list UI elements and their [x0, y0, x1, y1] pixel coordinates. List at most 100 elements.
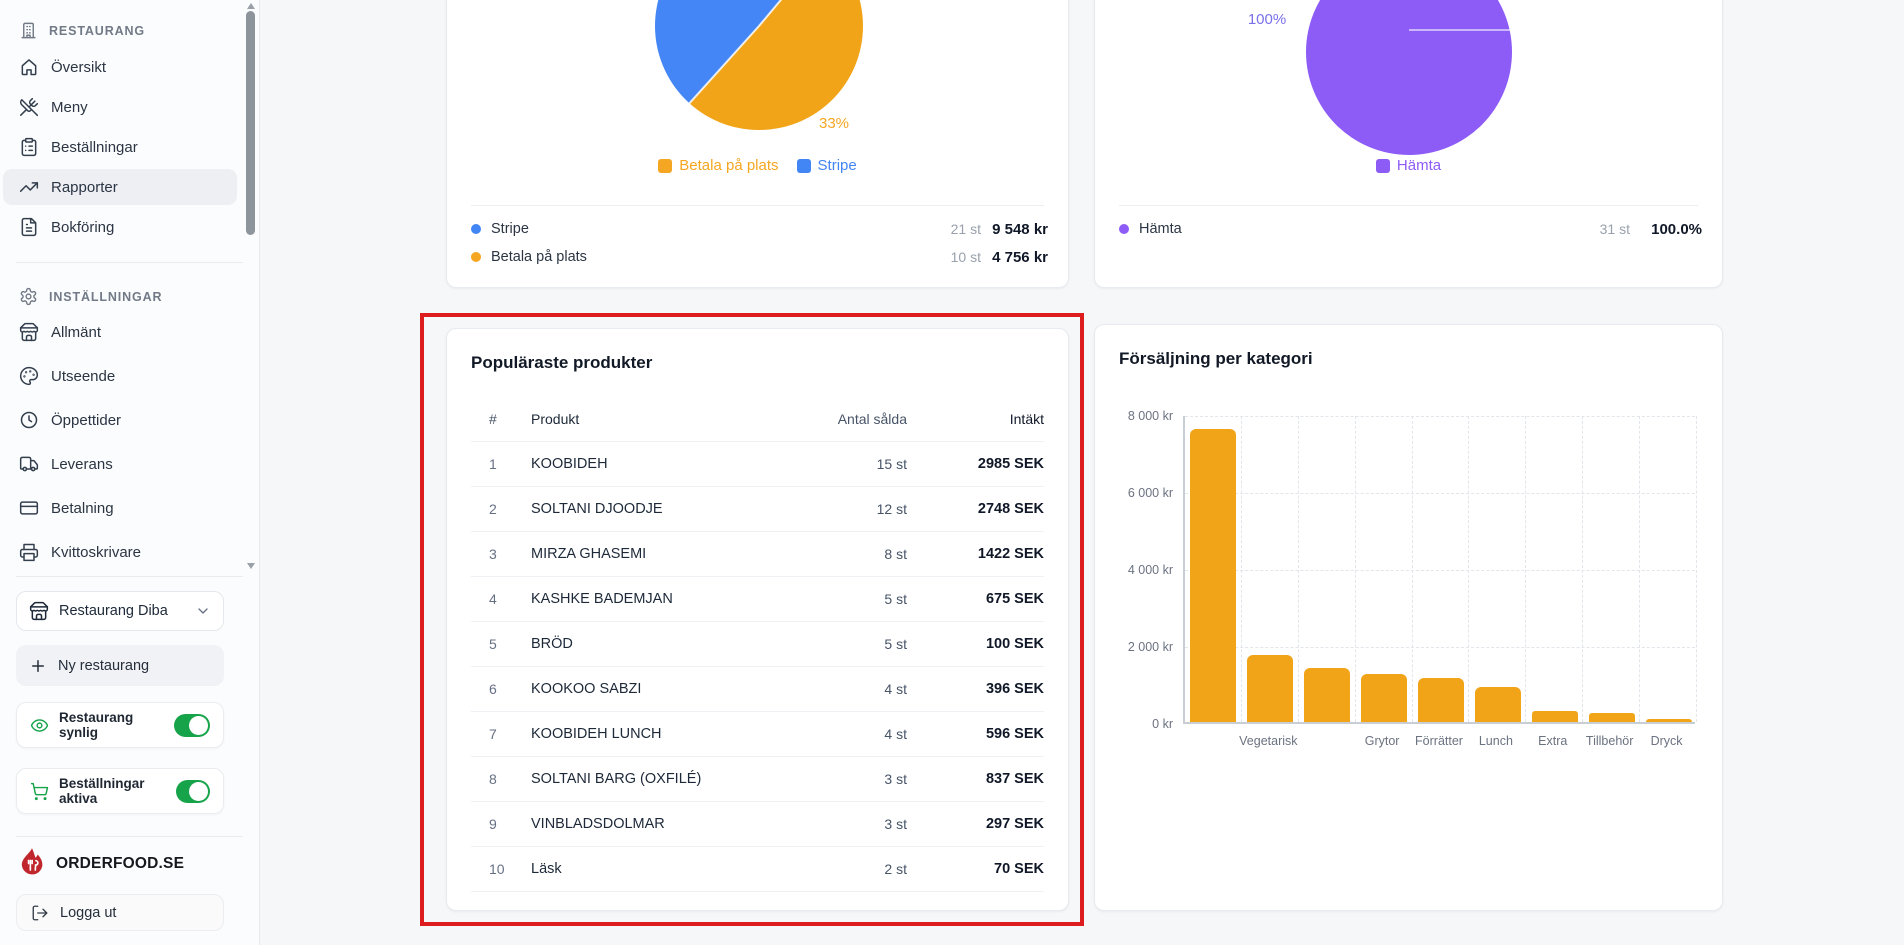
sales-by-category-bar-chart[interactable] — [1183, 416, 1697, 724]
truck-icon — [19, 454, 39, 474]
gridline-horizontal — [1185, 416, 1695, 417]
cell-rank: 3 — [489, 546, 497, 562]
gridline-vertical — [1411, 416, 1413, 722]
sidebar-item-beställningar[interactable]: Beställningar — [3, 129, 237, 165]
cell-rank: 4 — [489, 591, 497, 607]
legend-swatch — [796, 158, 811, 173]
bar-tillbehör[interactable] — [1588, 713, 1635, 722]
order-types-pie-chart[interactable] — [1306, 0, 1512, 155]
sidebar-item-bokföring[interactable]: Bokföring — [3, 209, 237, 245]
sidebar-item-översikt[interactable]: Översikt — [3, 49, 237, 85]
stat-label: Betala på plats — [491, 249, 587, 265]
sidebar-section-header: RESTAURANG — [3, 12, 237, 49]
store-icon — [19, 322, 39, 342]
sidebar-item-betalning[interactable]: Betalning — [3, 488, 237, 528]
y-axis-tick-label: 0 kr — [1152, 717, 1173, 731]
card-divider — [471, 205, 1044, 206]
order-types-card: 100% Hämta Hämta 31 st 100.0% — [1094, 0, 1723, 288]
sidebar-item-rapporter[interactable]: Rapporter — [3, 169, 237, 205]
legend-label: Betala på plats — [679, 157, 779, 174]
bar-grytor[interactable] — [1361, 673, 1408, 722]
col-header-sold: Antal sålda — [837, 411, 907, 427]
payment-methods-pie-chart[interactable] — [655, 0, 863, 130]
legend-label: Hämta — [1396, 157, 1442, 174]
stat-count: 31 st — [1599, 221, 1630, 237]
new-restaurant-button[interactable]: Ny restaurang — [16, 645, 224, 686]
gridline-vertical — [1354, 416, 1356, 722]
cell-revenue: 297 SEK — [985, 816, 1044, 832]
cell-revenue: 2748 SEK — [977, 501, 1044, 517]
cell-product: SOLTANI DJOODJE — [531, 501, 663, 517]
orders-active-toggle[interactable] — [176, 779, 210, 803]
sidebar-item-allmänt[interactable]: Allmänt — [3, 312, 237, 352]
cell-rank: 10 — [489, 861, 505, 877]
scrollbar-thumb[interactable] — [246, 11, 255, 235]
card-divider — [1119, 205, 1698, 206]
pie-slice-percent-label: 33% — [818, 115, 850, 132]
top-products-title: Populäraste produkter — [471, 353, 653, 372]
series-dot — [471, 224, 481, 234]
gridline-vertical — [1240, 416, 1242, 722]
top-products-table: # Produkt Antal sålda Intäkt 1 KOOBIDEH 15 st 2… — [471, 397, 1044, 892]
table-row: 1 KOOBIDEH 15 st 2985 SEK — [471, 442, 1044, 487]
table-row: 3 MIRZA GHASEMI 8 st 1422 SEK — [471, 532, 1044, 577]
table-row: 6 KOOKOO SABZI 4 st 396 SEK — [471, 667, 1044, 712]
flame-logo-icon — [21, 848, 43, 875]
bar-vegetarisk[interactable] — [1247, 654, 1294, 722]
bar-lunch[interactable] — [1474, 687, 1521, 722]
cell-rank: 2 — [489, 501, 497, 517]
stat-row-hämta: Hämta 31 st 100.0% — [1119, 215, 1702, 243]
cell-sold: 2 st — [884, 861, 907, 877]
logout-button[interactable]: Logga ut — [16, 894, 224, 931]
bar-extra[interactable] — [1531, 711, 1578, 722]
sidebar-item-label: Rapporter — [51, 178, 118, 196]
gridline-vertical — [1468, 416, 1470, 722]
table-row: 5 BRÖD 5 st 100 SEK — [471, 622, 1044, 667]
sidebar-item-meny[interactable]: Meny — [3, 89, 237, 125]
scrollbar-down-arrow[interactable] — [247, 563, 255, 569]
sidebar-section: RESTAURANG Översikt Meny Beställningar Rappo… — [3, 12, 237, 237]
stat-value: 100.0% — [1651, 220, 1702, 238]
stat-value: 9 548 kr — [992, 220, 1048, 238]
cell-rank: 5 — [489, 636, 497, 652]
sidebar-item-label: Översikt — [51, 58, 107, 76]
col-header-rank: # — [489, 411, 497, 427]
cell-rank: 1 — [489, 456, 497, 472]
building-icon — [19, 21, 38, 40]
sidebar-item-öppettider[interactable]: Öppettider — [3, 400, 237, 440]
bar-dryck[interactable] — [1645, 718, 1692, 722]
orders-active-label: Beställningar aktiva — [59, 776, 145, 806]
gridline-horizontal — [1185, 570, 1695, 571]
cell-sold: 8 st — [884, 546, 907, 562]
pie-slice-percent-label: 100% — [1247, 11, 1287, 28]
legend-item-stripe[interactable]: Stripe — [796, 157, 857, 174]
sidebar-item-leverans[interactable]: Leverans — [3, 444, 237, 484]
cell-revenue: 396 SEK — [985, 681, 1044, 697]
sidebar-item-utseende[interactable]: Utseende — [3, 356, 237, 396]
sidebar-divider — [16, 836, 243, 837]
bar-förrätter[interactable] — [1418, 677, 1464, 722]
sidebar-item-kvittoskrivare[interactable]: Kvittoskrivare — [3, 532, 237, 572]
legend-item-hämta[interactable]: Hämta — [1375, 157, 1442, 174]
sidebar-item-label: Bokföring — [51, 218, 115, 236]
cell-product: KASHKE BADEMJAN — [531, 591, 673, 607]
restaurant-selector[interactable]: Restaurang Diba — [16, 591, 224, 631]
gear-icon — [19, 287, 38, 306]
table-row: 10 Läsk 2 st 70 SEK — [471, 847, 1044, 892]
scrollbar-up-arrow[interactable] — [247, 3, 255, 9]
cell-revenue: 100 SEK — [985, 636, 1044, 652]
printer-icon — [19, 542, 39, 562]
legend-item-betala på plats[interactable]: Betala på plats — [658, 157, 779, 174]
bar-col1[interactable] — [1190, 429, 1237, 722]
clipboard-icon — [19, 137, 39, 157]
x-axis-tick-label: Lunch — [1478, 734, 1513, 748]
cell-revenue: 1422 SEK — [977, 546, 1044, 562]
sidebar-item-label: Utseende — [51, 367, 116, 385]
y-axis-tick-label: 6 000 kr — [1127, 486, 1173, 500]
bar-col3[interactable] — [1304, 668, 1351, 722]
stat-row-stripe: Stripe 21 st 9 548 kr — [471, 215, 1048, 243]
restaurant-visible-toggle[interactable] — [174, 713, 210, 737]
logout-icon — [31, 904, 49, 922]
sidebar-item-label: Betalning — [51, 499, 114, 517]
credit-card-icon — [19, 498, 39, 518]
